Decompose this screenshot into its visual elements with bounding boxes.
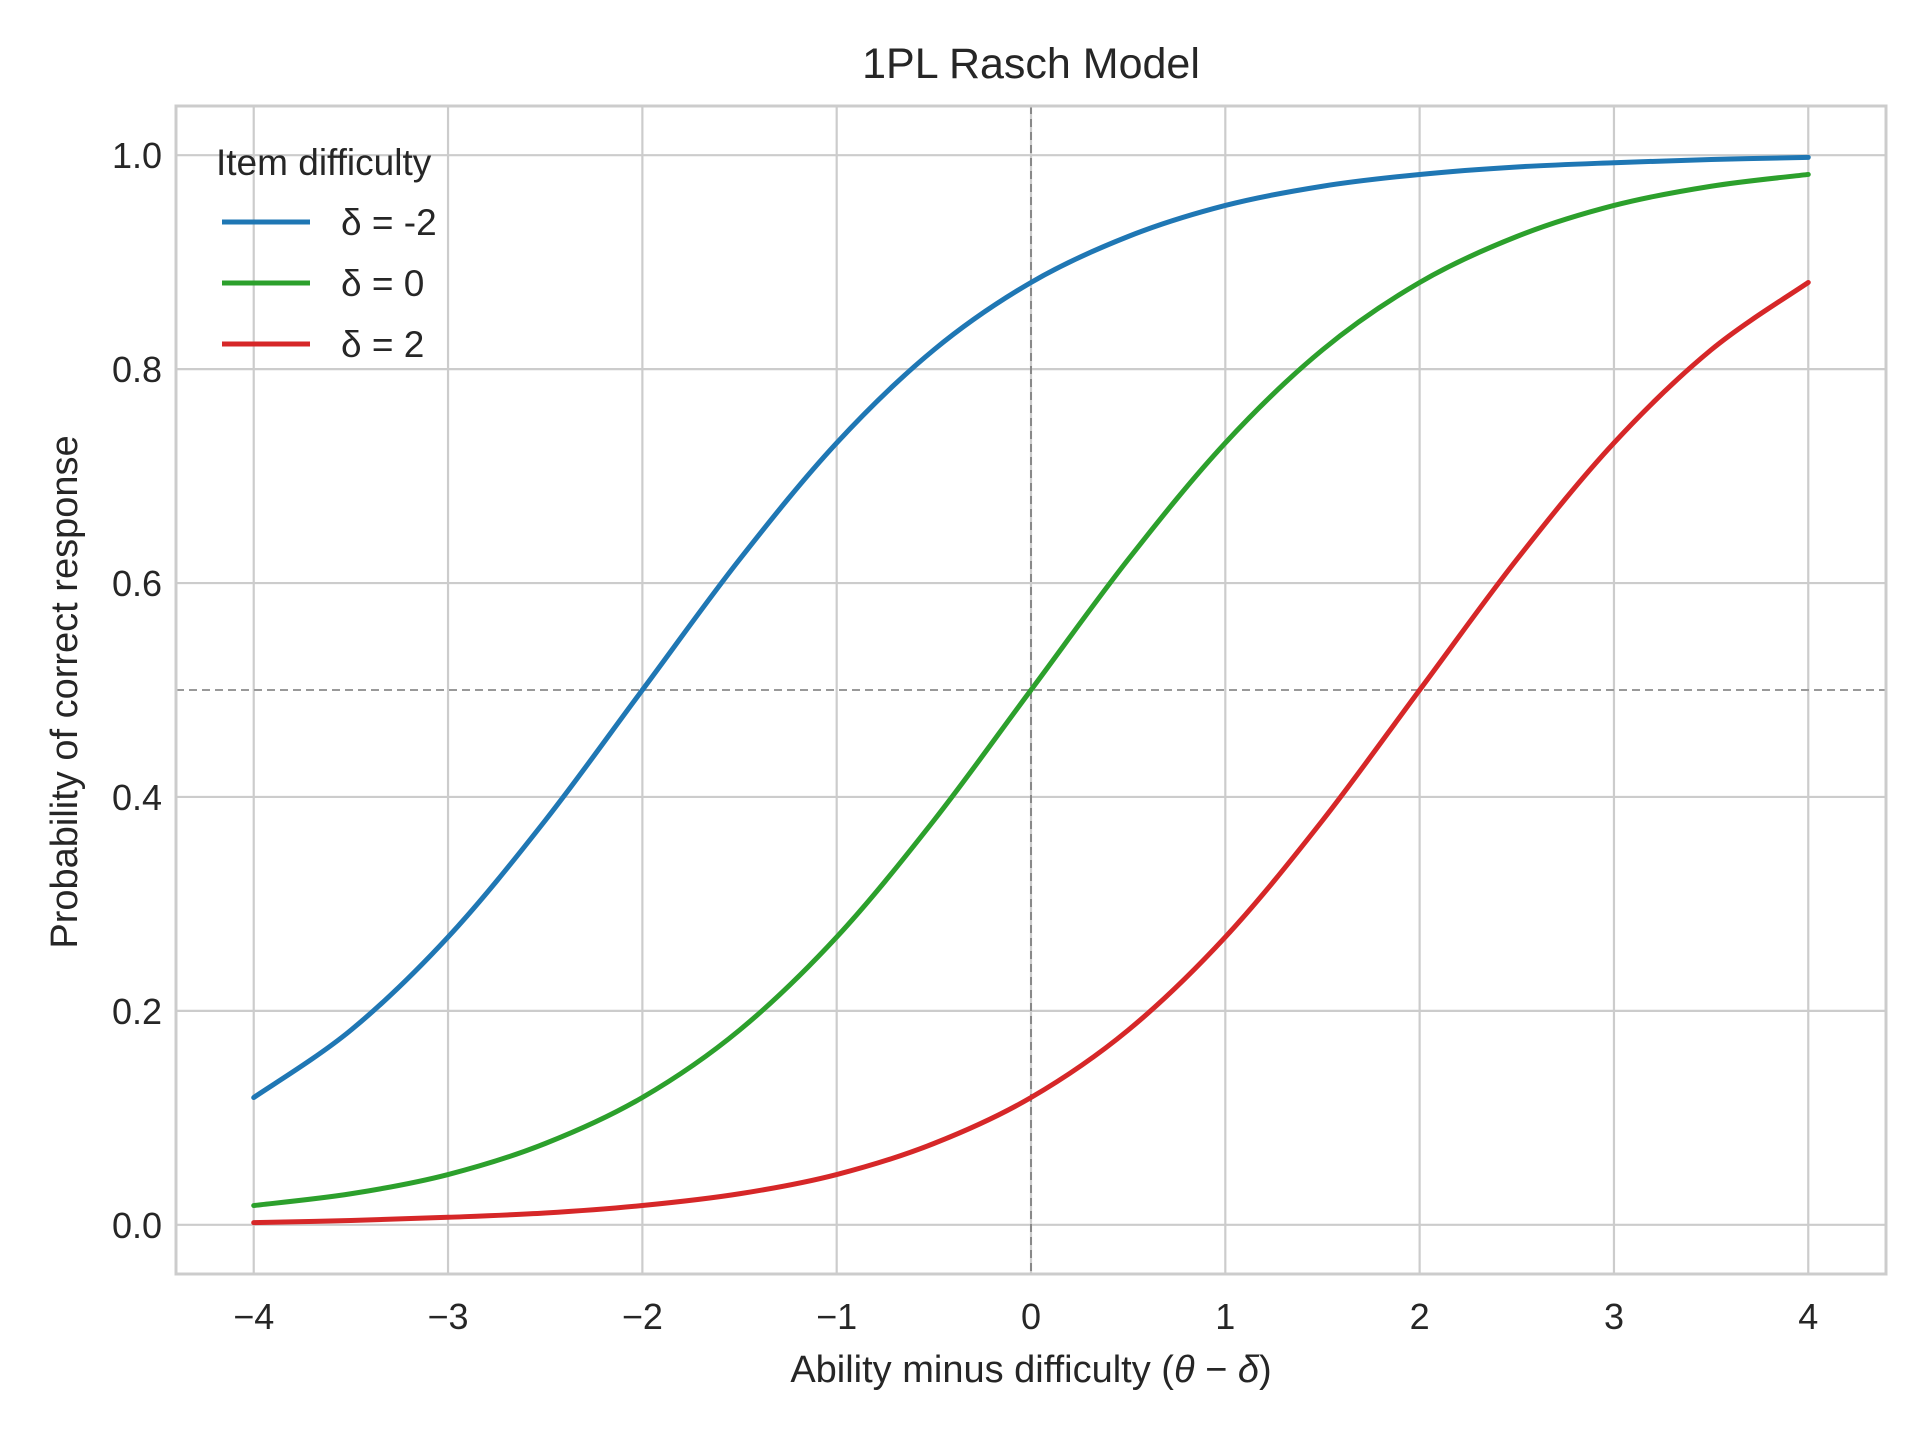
plot-frame — [174, 104, 1888, 1276]
legend-title: Item difficulty — [216, 142, 432, 183]
x-axis-label-prefix: Ability minus difficulty ( — [790, 1349, 1174, 1391]
chart-title: 1PL Rasch Model — [862, 40, 1200, 88]
series-line-2 — [251, 279, 1811, 1226]
x-tick-label: −4 — [233, 1296, 274, 1337]
x-tick-label: 2 — [1410, 1296, 1430, 1337]
x-axis-label: Ability minus difficulty (θ − δ) — [790, 1349, 1271, 1391]
x-tick-label: 4 — [1798, 1296, 1818, 1337]
x-tick-label: −2 — [622, 1296, 663, 1337]
x-axis-label-theta: θ — [1174, 1349, 1195, 1391]
legend-entry-delta-0: δ = 0 — [222, 263, 424, 304]
legend: Item difficulty δ = -2 δ = 0 δ = 2 — [216, 142, 437, 365]
series-line-1 — [251, 171, 1811, 1209]
y-tick-label: 0.0 — [112, 1205, 162, 1246]
x-tick-label: 3 — [1604, 1296, 1624, 1337]
y-tick-label: 0.2 — [112, 991, 162, 1032]
x-tick-label: 1 — [1215, 1296, 1235, 1337]
y-tick-label: 0.6 — [112, 563, 162, 604]
legend-label-delta-0: δ = 0 — [341, 263, 424, 304]
x-tick-label: −1 — [816, 1296, 857, 1337]
x-axis-label-minus: − — [1195, 1349, 1238, 1391]
y-tick-labels: 0.0 0.2 0.4 0.6 0.8 1.0 — [112, 135, 162, 1246]
y-tick-label: 0.8 — [112, 349, 162, 390]
x-tick-labels: −4 −3 −2 −1 0 1 2 3 4 — [233, 1296, 1818, 1337]
x-tick-label: −3 — [428, 1296, 469, 1337]
x-tick-label: 0 — [1021, 1296, 1041, 1337]
y-axis-label: Probability of correct response — [44, 435, 86, 948]
x-axis-label-suffix: ) — [1259, 1349, 1272, 1391]
legend-label-delta-2: δ = 2 — [341, 324, 424, 365]
y-tick-label: 1.0 — [112, 135, 162, 176]
series-line-0 — [251, 154, 1811, 1101]
y-tick-label: 0.4 — [112, 777, 162, 818]
legend-label-delta-neg2: δ = -2 — [341, 202, 437, 243]
reference-lines — [176, 106, 1886, 1274]
x-axis-label-delta: δ — [1238, 1349, 1260, 1391]
series-lines — [251, 154, 1811, 1226]
legend-entry-delta-2: δ = 2 — [222, 324, 424, 365]
legend-entry-delta-neg2: δ = -2 — [222, 202, 437, 243]
